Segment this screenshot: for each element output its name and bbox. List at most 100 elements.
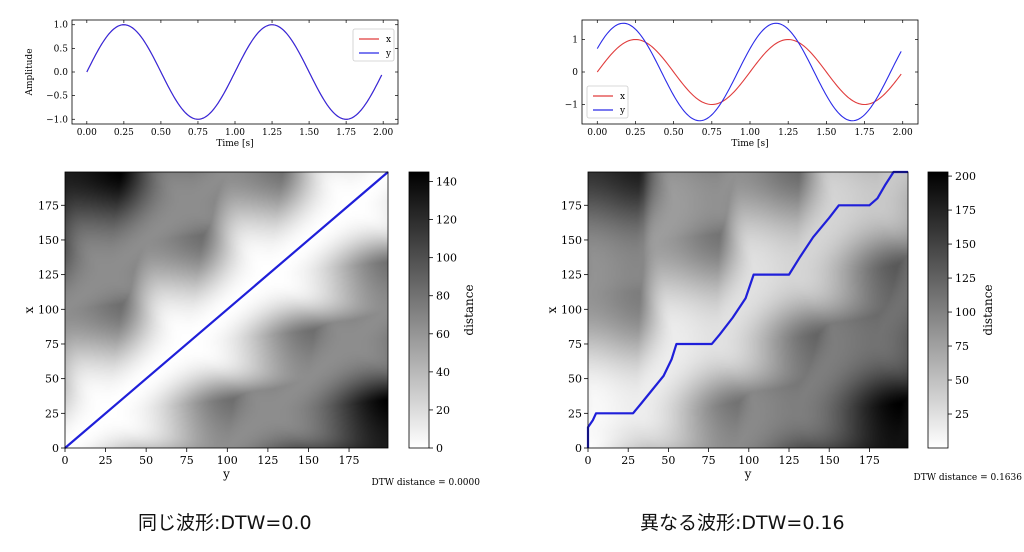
- caption-same-waveform: 同じ波形:DTW=0.0: [138, 512, 312, 534]
- x-tick-label: 100: [217, 454, 238, 467]
- x-tick-label: 2.00: [893, 128, 913, 138]
- y-tick-label: 125: [38, 269, 59, 282]
- colorbar-tick-label: 40: [436, 366, 450, 379]
- x-tick-label: 0.50: [151, 128, 171, 138]
- colorbar-tick-label: 150: [955, 238, 976, 251]
- colorbar-tick-label: 175: [955, 204, 976, 217]
- x-tick-label: 0.00: [77, 128, 97, 138]
- colorbar-tick-label: 0: [436, 442, 443, 455]
- y-axis-label: x: [22, 306, 36, 313]
- legend-label-x: x: [620, 92, 625, 102]
- x-tick-label: 1.75: [855, 128, 875, 138]
- x-tick-label: 1.50: [299, 128, 319, 138]
- colorbar-tick-label: 20: [436, 404, 450, 417]
- y-tick-label: 175: [38, 199, 59, 212]
- x-tick-label: 1.00: [225, 128, 245, 138]
- y-axis-label: Amplitude: [25, 48, 35, 96]
- caption-different-waveform: 異なる波形:DTW=0.16: [640, 512, 845, 534]
- series-line-x: [596, 38, 902, 106]
- x-tick-label: 0.25: [114, 128, 134, 138]
- dtw-distance-note: DTW distance = 0.0000: [372, 478, 481, 488]
- colorbar-tick-label: 80: [436, 290, 450, 303]
- y-tick-label: 75: [45, 338, 59, 351]
- colorbar-tick-label: 75: [955, 340, 969, 353]
- colorbar-tick-label: 125: [955, 272, 976, 285]
- x-tick-label: 0.75: [188, 128, 208, 138]
- x-tick-label: 175: [859, 454, 880, 467]
- x-tick-label: 100: [738, 454, 759, 467]
- y-tick-label: 0.0: [54, 68, 69, 78]
- x-tick-label: 75: [180, 454, 194, 467]
- x-tick-label: 75: [702, 454, 716, 467]
- y-tick-label: 1: [572, 36, 578, 46]
- y-tick-label: 0: [575, 442, 582, 455]
- colorbar-label: distance: [462, 284, 476, 335]
- y-tick-label: 100: [561, 303, 582, 316]
- y-tick-label: 50: [45, 373, 59, 386]
- x-tick-label: 2.00: [373, 128, 393, 138]
- colorbar-label: distance: [981, 284, 995, 335]
- line-chart-same-waveform: 0.00 0.25 0.50 0.75 1.00 1.25 1.50 1.75 2.00 −1.0…: [25, 19, 399, 149]
- x-tick-label: 0.50: [664, 128, 684, 138]
- y-tick-label: 1.0: [54, 21, 69, 31]
- warping-path: [586, 170, 908, 448]
- y-tick-label: −1: [565, 101, 578, 111]
- x-tick-label: 125: [779, 454, 800, 467]
- legend-label-y: y: [385, 49, 392, 59]
- x-tick-label: 0.25: [625, 128, 645, 138]
- x-tick-label: 1.75: [336, 128, 356, 138]
- x-tick-label: 25: [99, 454, 113, 467]
- x-tick-label: 0: [585, 454, 592, 467]
- x-tick-label: 175: [339, 454, 360, 467]
- colorbar: [927, 171, 949, 449]
- colorbar-tick-label: 25: [955, 408, 969, 421]
- colorbar: [408, 171, 430, 449]
- x-tick-label: 1.00: [740, 128, 760, 138]
- y-tick-label: −0.5: [46, 92, 68, 102]
- line-chart-different-waveform: 0.00 0.25 0.50 0.75 1.00 1.25 1.50 1.75 2.00 −1 0 1…: [565, 19, 919, 149]
- x-tick-label: 150: [298, 454, 319, 467]
- colorbar-tick-label: 120: [436, 214, 457, 227]
- x-tick-label: 0.75: [702, 128, 722, 138]
- x-tick-label: 125: [257, 454, 278, 467]
- y-axis-label: x: [545, 306, 559, 313]
- y-tick-label: 150: [561, 234, 582, 247]
- x-axis-label: Time [s]: [216, 139, 253, 149]
- x-axis-label: y: [744, 467, 752, 481]
- colorbar-tick-label: 200: [955, 170, 976, 183]
- x-tick-label: 0.00: [587, 128, 607, 138]
- heatmap-frame: [587, 171, 909, 449]
- series-line-x: [86, 24, 383, 120]
- x-tick-label: 50: [139, 454, 153, 467]
- y-tick-label: 25: [45, 407, 59, 420]
- y-tick-label: 50: [568, 373, 582, 386]
- colorbar-tick-label: 50: [955, 374, 969, 387]
- y-tick-label: −1.0: [46, 115, 68, 125]
- x-tick-label: 1.25: [262, 128, 282, 138]
- y-tick-label: 175: [561, 199, 582, 212]
- x-tick-label: 25: [621, 454, 635, 467]
- y-tick-label: 25: [568, 407, 582, 420]
- colorbar-tick-label: 60: [436, 328, 450, 341]
- dtw-heatmap-same-waveform: 0 25 50 75 100 125 150 175 0 25 50 75 100 125 150 175 y x…: [22, 171, 481, 488]
- series-line-y: [596, 22, 902, 122]
- x-tick-label: 1.50: [816, 128, 836, 138]
- y-tick-label: 100: [38, 303, 59, 316]
- x-tick-label: 1.25: [778, 128, 798, 138]
- cost-matrix-image: [588, 172, 908, 448]
- x-tick-label: 50: [661, 454, 675, 467]
- y-tick-label: 0: [52, 442, 59, 455]
- x-axis-label: y: [222, 467, 230, 481]
- y-tick-label: 125: [561, 269, 582, 282]
- warping-path: [64, 171, 389, 449]
- x-tick-label: 150: [819, 454, 840, 467]
- colorbar-tick-label: 100: [436, 252, 457, 265]
- colorbar-tick-label: 100: [955, 306, 976, 319]
- dtw-distance-note: DTW distance = 0.1636: [914, 473, 1023, 483]
- heatmap-frame: [64, 171, 389, 449]
- series-line-y: [86, 24, 383, 120]
- y-tick-label: 150: [38, 234, 59, 247]
- y-tick-label: 0: [572, 68, 578, 78]
- x-axis-label: Time [s]: [731, 139, 768, 149]
